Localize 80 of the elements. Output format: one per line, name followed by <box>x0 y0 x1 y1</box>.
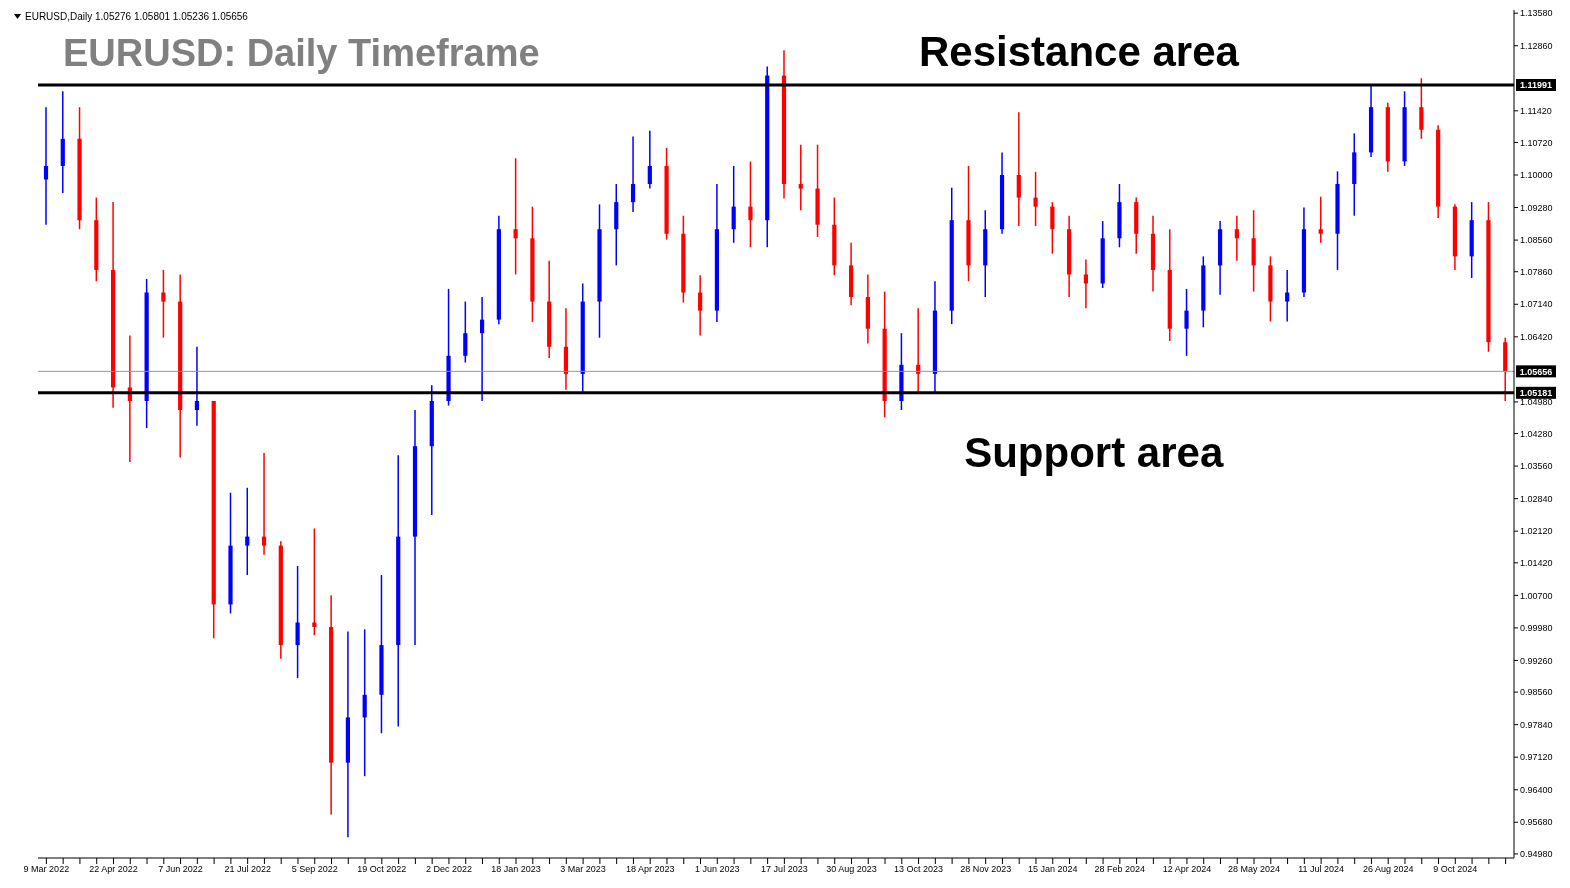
candlestick <box>630 135 636 213</box>
y-tick-label: 1.12860 <box>1520 40 1553 51</box>
y-tick-label: 0.95680 <box>1520 817 1553 828</box>
candlestick <box>261 452 267 556</box>
candlestick <box>1016 111 1021 227</box>
candlestick <box>312 527 317 636</box>
y-tick-label: 1.07140 <box>1520 299 1553 310</box>
candlestick <box>479 296 485 402</box>
y-tick-label: 1.10720 <box>1520 137 1553 148</box>
y-tick-label: 1.00700 <box>1520 590 1553 601</box>
y-tick-label: 0.99980 <box>1520 623 1553 634</box>
y-tick-label: 1.09280 <box>1520 202 1553 213</box>
ref-line-label: 1.05181 <box>1519 388 1553 399</box>
candlestick <box>1083 258 1089 310</box>
candlestick <box>1419 77 1424 140</box>
y-tick-label: 1.08560 <box>1520 235 1553 246</box>
x-tick-label: 21 Jul 2022 <box>224 864 271 875</box>
y-tick-label: 1.02840 <box>1520 493 1553 504</box>
x-tick-label: 30 Aug 2023 <box>826 864 877 875</box>
y-tick-label: 1.03560 <box>1520 461 1553 472</box>
y-tick-label: 1.02120 <box>1520 526 1553 537</box>
x-tick-label: 9 Oct 2024 <box>1433 864 1478 875</box>
y-tick-label: 1.13580 <box>1520 8 1553 19</box>
x-tick-label: 28 Nov 2023 <box>960 864 1012 875</box>
candlestick <box>194 346 200 427</box>
x-tick-label: 28 Feb 2024 <box>1094 864 1146 875</box>
y-tick-label: 0.96400 <box>1520 784 1553 795</box>
candlestick <box>245 487 250 576</box>
candlestick <box>43 106 49 226</box>
y-tick-label: 0.94980 <box>1520 849 1553 860</box>
x-tick-label: 5 Sep 2022 <box>291 864 338 875</box>
candlestick <box>161 269 166 339</box>
x-tick-label: 1 Jun 2023 <box>695 864 740 875</box>
x-tick-label: 12 Apr 2024 <box>1162 864 1212 875</box>
x-tick-label: 15 Jan 2024 <box>1027 864 1078 875</box>
x-tick-label: 11 Jul 2024 <box>1298 864 1345 875</box>
candlestick <box>295 565 300 679</box>
ref-line-label: 1.11991 <box>1519 80 1553 91</box>
candlestick <box>647 129 652 190</box>
candlestick <box>362 628 367 777</box>
x-tick-label: 22 Apr 2022 <box>89 864 138 875</box>
candlestick <box>1285 269 1290 323</box>
candlestick <box>513 157 518 276</box>
candlestick <box>698 274 703 337</box>
x-tick-label: 18 Apr 2023 <box>625 864 675 875</box>
y-tick-label: 1.10000 <box>1520 170 1553 181</box>
y-tick-label: 1.04980 <box>1520 397 1553 408</box>
y-tick-label: 1.01420 <box>1520 558 1553 569</box>
y-tick-label: 0.99260 <box>1520 655 1553 666</box>
y-tick-label: 1.06420 <box>1520 332 1553 343</box>
text: EURUSD: Daily Timeframe <box>63 32 540 75</box>
x-tick-label: 17 Jul 2023 <box>761 864 808 875</box>
candlestick <box>1234 214 1239 262</box>
annotation: Support area <box>964 428 1224 478</box>
candlestick <box>1184 288 1189 357</box>
candlestick <box>463 300 468 364</box>
chart-subtitle: EURUSD,Daily 1.05276 1.05801 1.05236 1.05656 <box>25 11 248 22</box>
x-tick-label: 2 Dec 2022 <box>425 864 472 875</box>
x-tick-label: 18 Jan 2023 <box>491 864 541 875</box>
x-tick-label: 26 Aug 2024 <box>1362 864 1414 875</box>
annotation: Resistance area <box>919 27 1239 77</box>
candlestick <box>731 165 736 244</box>
candlestick <box>1033 171 1038 227</box>
candlestick <box>798 143 803 211</box>
candlestick <box>1050 201 1055 255</box>
ref-line-label: 1.05656 <box>1519 366 1553 377</box>
candlestick <box>1318 195 1323 244</box>
x-tick-label: 13 Oct 2023 <box>894 864 944 875</box>
x-tick-label: 19 Oct 2022 <box>357 864 407 875</box>
y-tick-label: 1.04280 <box>1520 428 1553 439</box>
y-tick-label: 0.97840 <box>1520 719 1553 730</box>
x-tick-label: 7 Jun 2022 <box>158 864 203 875</box>
y-tick-label: 1.11420 <box>1520 106 1552 116</box>
x-tick-label: 3 Mar 2023 <box>560 864 606 875</box>
x-tick-label: 9 Mar 2022 <box>23 864 70 875</box>
x-tick-label: 28 May 2024 <box>1228 864 1281 875</box>
y-tick-label: 0.98560 <box>1520 687 1553 698</box>
y-tick-label: 0.97120 <box>1520 752 1553 763</box>
candlestick <box>748 160 753 249</box>
y-tick-label: 1.07860 <box>1520 266 1553 277</box>
